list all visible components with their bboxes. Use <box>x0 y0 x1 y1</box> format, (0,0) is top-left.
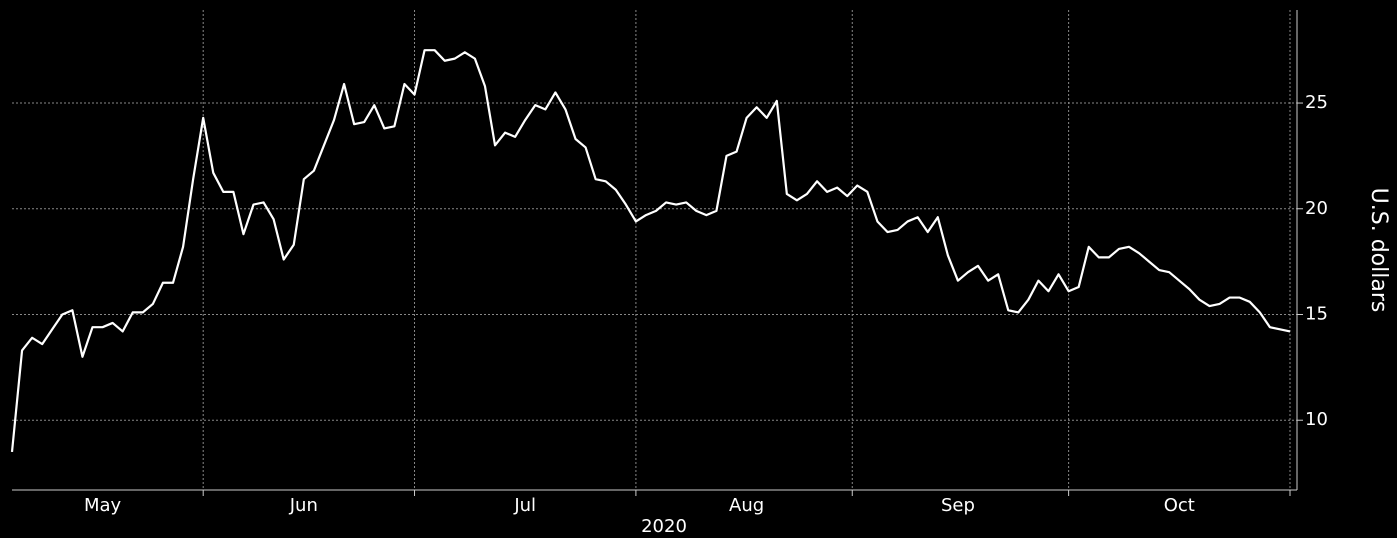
price-line <box>10 49 1291 453</box>
x-tick-label: Sep <box>941 495 975 516</box>
x-tick-label: Oct <box>1164 495 1195 516</box>
x-tick-label: Jul <box>513 495 536 516</box>
y-tick-label: 15 <box>1305 303 1328 324</box>
x-axis-label: 2020 <box>641 516 687 537</box>
y-tick-label: 20 <box>1305 198 1328 219</box>
y-tick-label: 25 <box>1305 92 1328 113</box>
y-tick-label: 10 <box>1305 409 1328 430</box>
y-axis-label: U.S. dollars <box>1366 188 1391 313</box>
x-tick-label: May <box>84 495 122 516</box>
x-tick-label: Jun <box>289 495 318 516</box>
x-tick-label: Aug <box>729 495 764 516</box>
